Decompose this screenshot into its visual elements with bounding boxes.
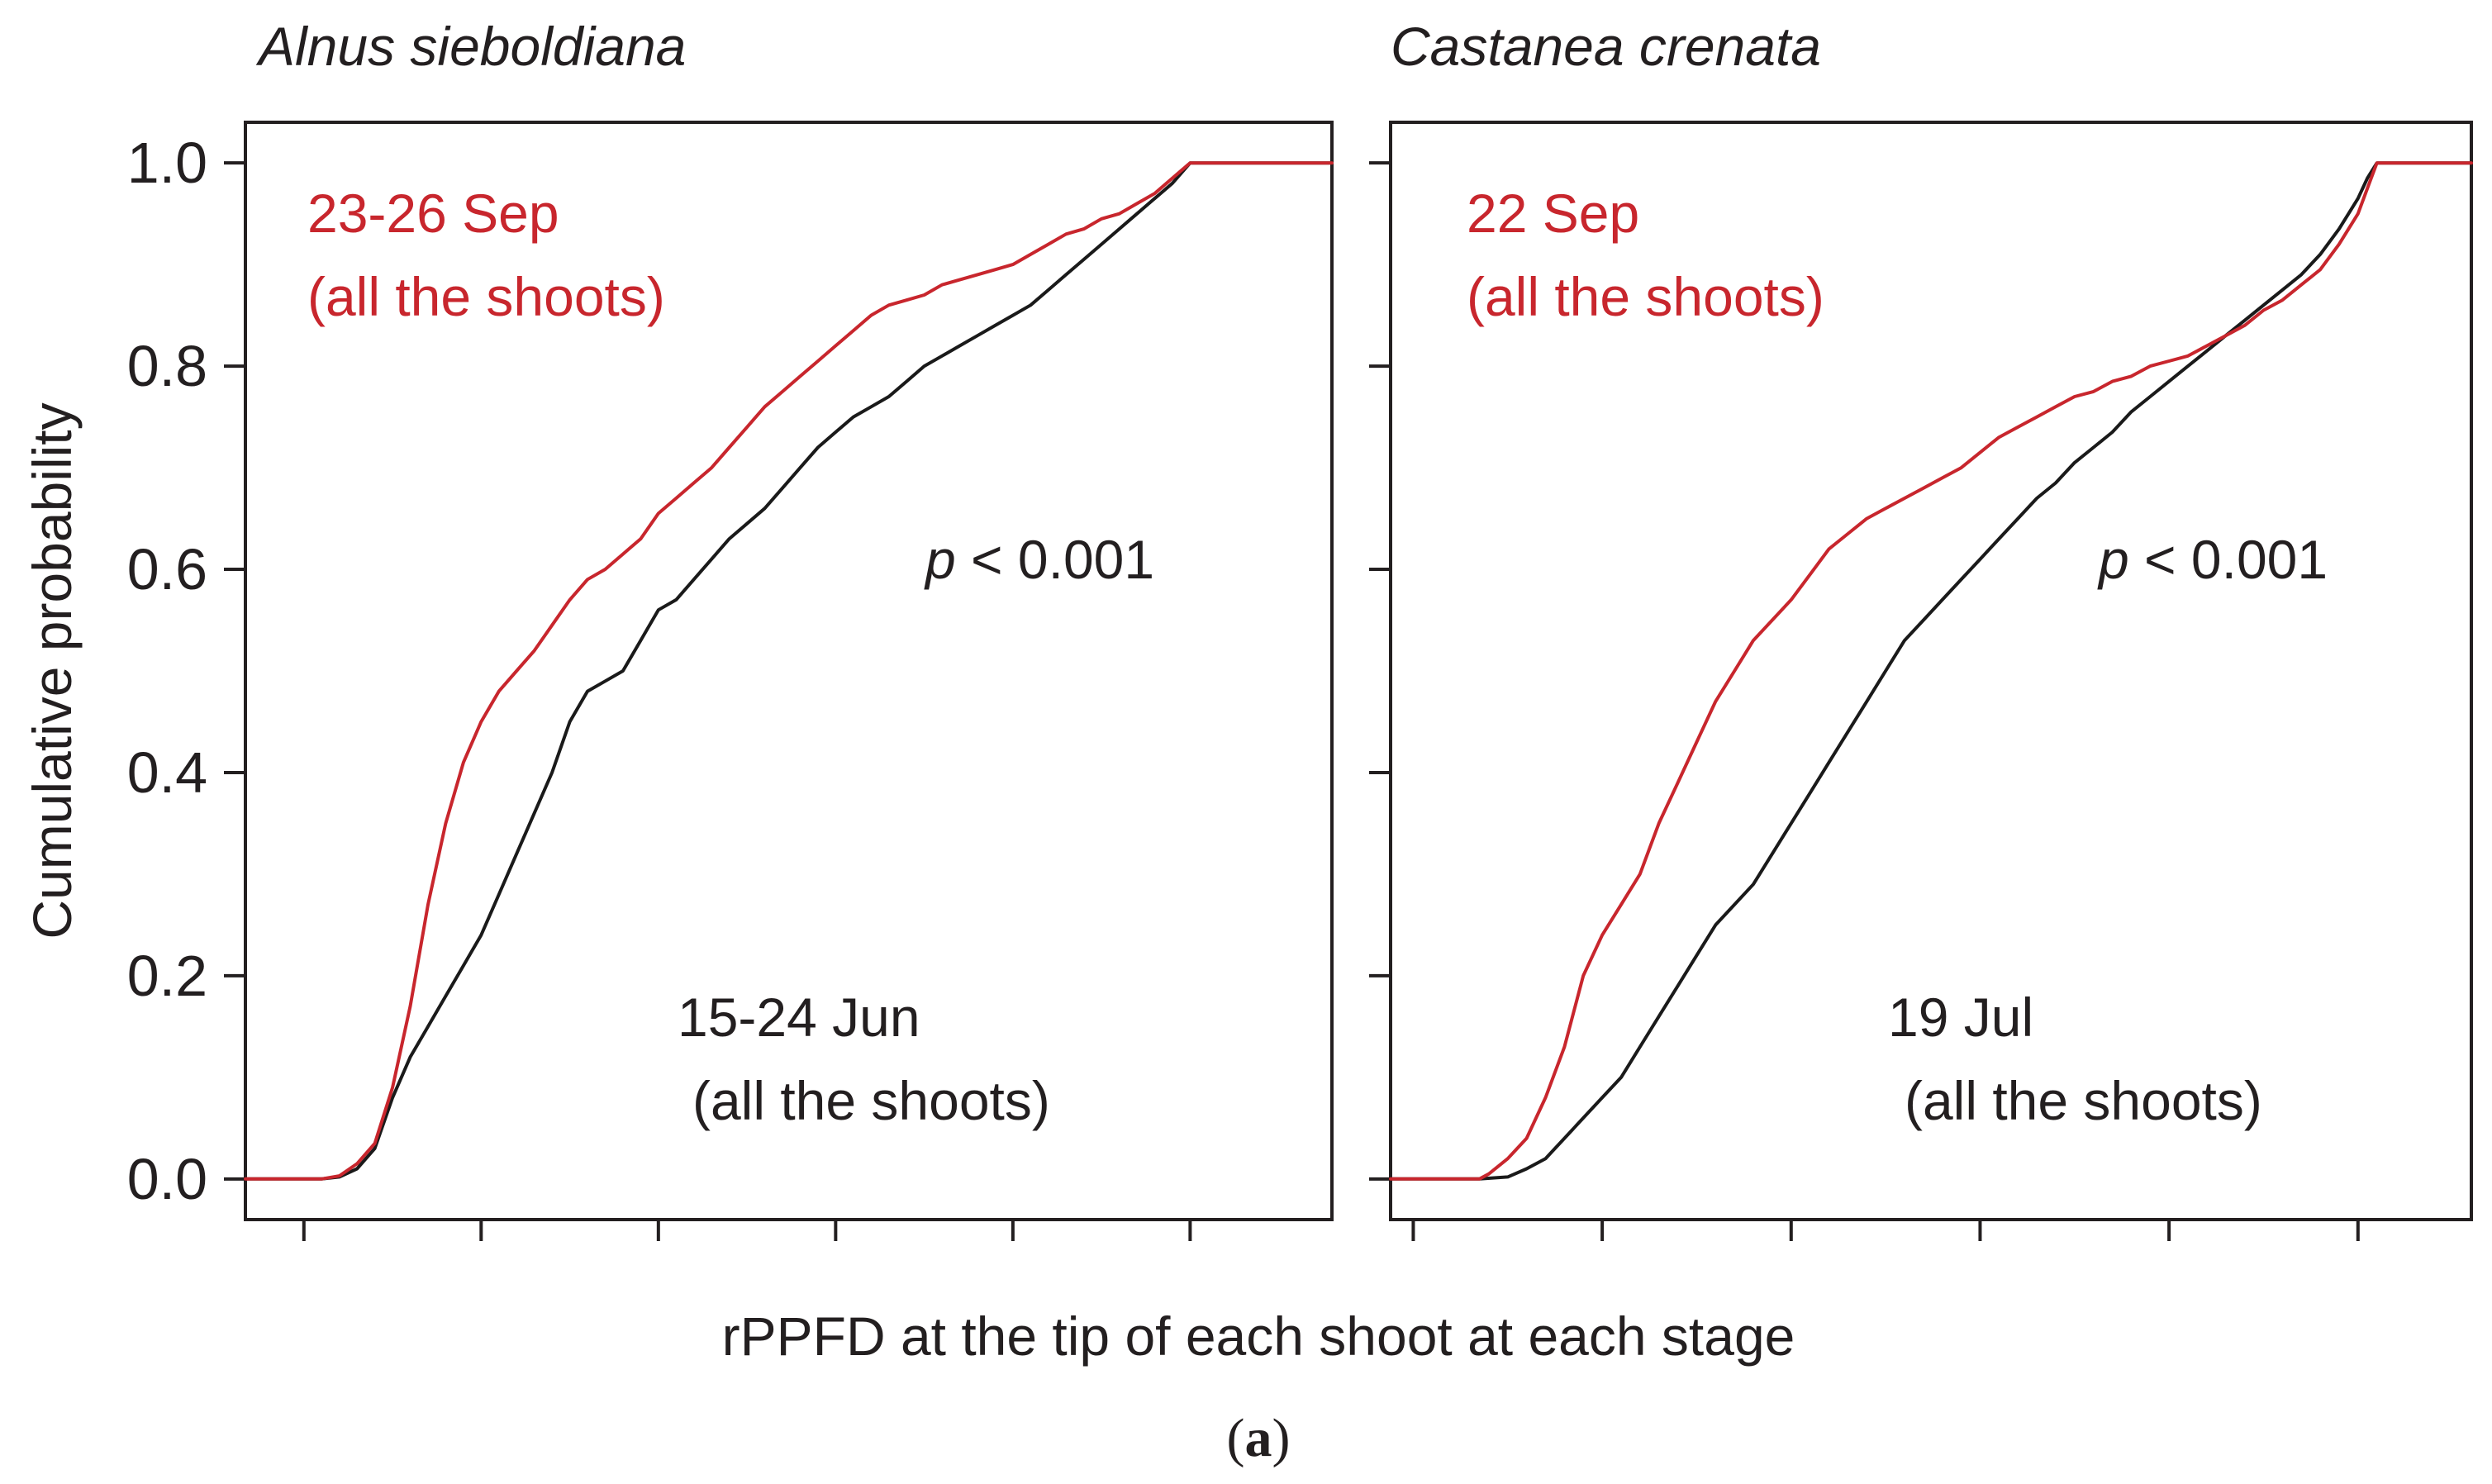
y-tick-label-0: 0.0: [127, 1147, 207, 1211]
series-label-early-line2: (all the shoots): [1905, 1070, 2262, 1131]
series-label-late-line2: (all the shoots): [307, 266, 665, 327]
panel-alnus: Alnus sieboldiana p < 0.001 23-26 Sep (a…: [224, 16, 1334, 1241]
panel-label: (a): [1227, 1408, 1291, 1468]
panel-label-letter: a: [1245, 1408, 1272, 1468]
p-value-text: < 0.001: [956, 529, 1154, 590]
y-tick-label-3: 0.6: [127, 537, 207, 602]
y-tick-label-4: 0.8: [127, 334, 207, 398]
panel-castanea: Castanea crenata p < 0.001 22 Sep (all t…: [1369, 16, 2473, 1241]
y-tick-label-2: 0.4: [127, 740, 207, 805]
series-line-castanea-early: [1389, 161, 2473, 1181]
series-line-alnus-late: [244, 161, 1334, 1181]
y-axis-title: Cumulative probability: [21, 402, 83, 939]
series-label-late-line2: (all the shoots): [1467, 266, 1824, 327]
plot-frame-alnus: [244, 121, 1334, 1221]
panel-title-castanea: Castanea crenata: [1391, 16, 1821, 77]
panel-label-open: (: [1227, 1408, 1245, 1468]
plot-frame-castanea: [1389, 121, 2473, 1221]
series-lines-castanea: [1389, 161, 2473, 1181]
panel-title-alnus: Alnus sieboldiana: [255, 16, 686, 77]
p-value-symbol: p: [2097, 529, 2129, 590]
p-value-alnus: p < 0.001: [924, 529, 1154, 590]
series-lines-alnus: [244, 161, 1334, 1181]
p-value-castanea: p < 0.001: [2097, 529, 2328, 590]
series-line-castanea-late: [1389, 161, 2473, 1181]
series-line-alnus-early: [244, 161, 1334, 1181]
series-label-early-line1: 19 Jul: [1888, 987, 2033, 1048]
y-tick-labels: 0.0 0.2 0.4 0.6 0.8 1.0: [127, 131, 207, 1211]
p-value-symbol: p: [924, 529, 956, 590]
p-value-text: < 0.001: [2129, 529, 2328, 590]
series-label-early-line2: (all the shoots): [692, 1070, 1050, 1131]
series-label-late-line1: 22 Sep: [1467, 183, 1639, 244]
y-tick-label-1: 0.2: [127, 944, 207, 1008]
panel-label-close: ): [1272, 1408, 1291, 1468]
series-label-late-line1: 23-26 Sep: [307, 183, 559, 244]
y-tick-label-5: 1.0: [127, 131, 207, 195]
series-label-early-line1: 15-24 Jun: [678, 987, 920, 1048]
x-axis-title: rPPFD at the tip of each shoot at each s…: [722, 1306, 1795, 1367]
axis-ticks-alnus: [224, 161, 1192, 1241]
axis-ticks-castanea: [1369, 161, 2360, 1241]
